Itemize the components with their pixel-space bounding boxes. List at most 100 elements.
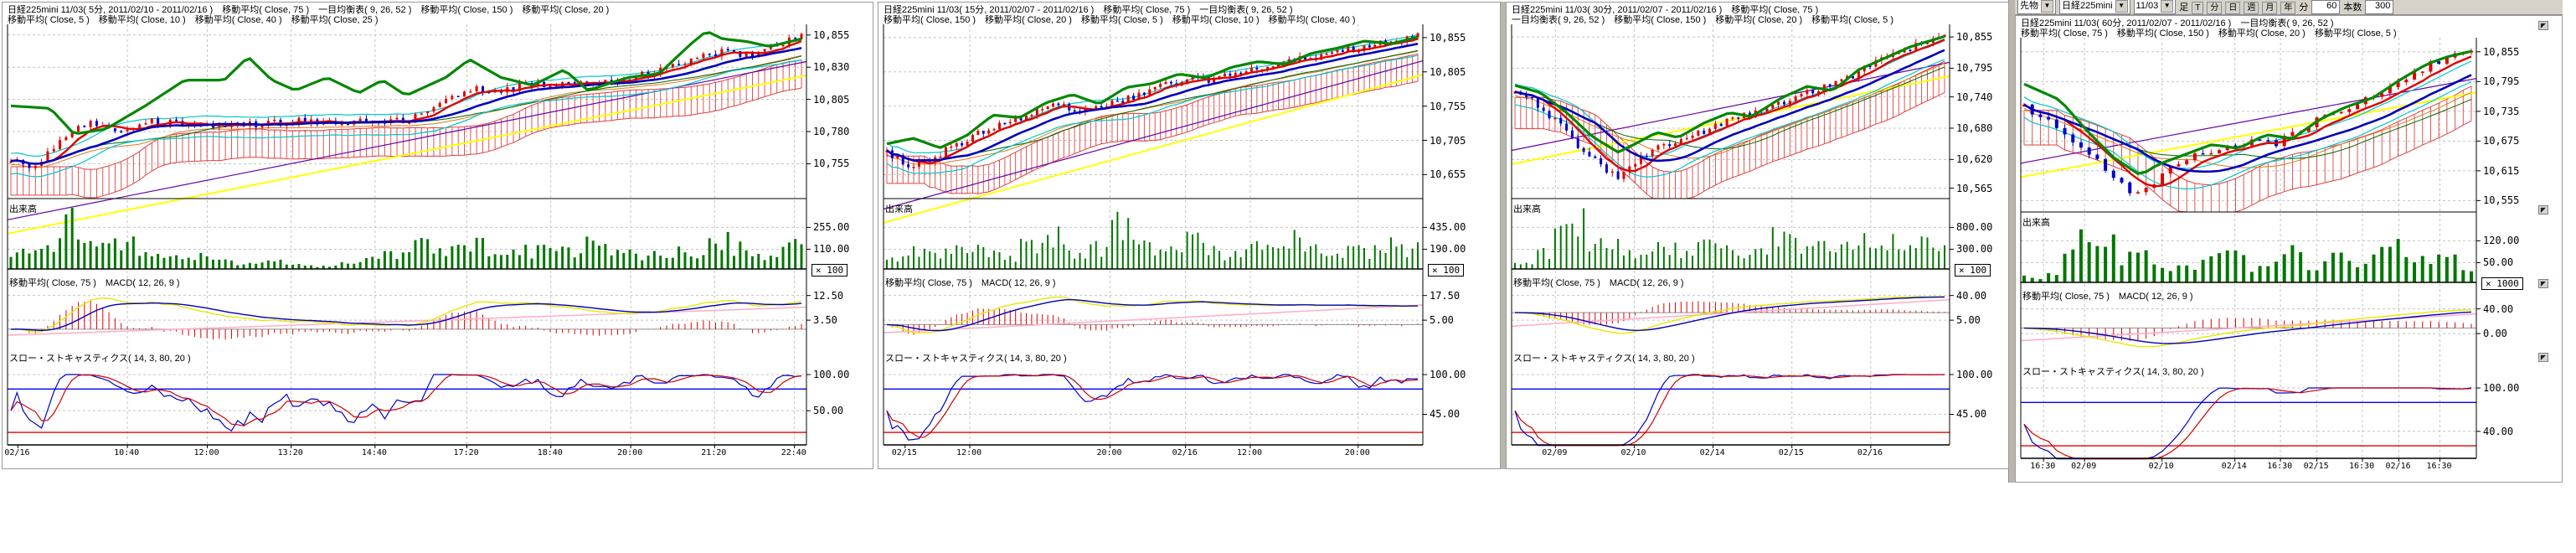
- volume-axis-label: 435.00: [1430, 221, 1466, 234]
- macd-axis-label: 0.00: [2483, 328, 2507, 340]
- bar-type-label: 足: [2179, 3, 2189, 13]
- chart-header-line2: 移動平均( Close, 75 ) 移動平均( Close, 150 ) 移動平…: [2021, 28, 2397, 39]
- bar-count-label: 本数: [2343, 3, 2362, 13]
- time-axis-label: 17:20: [453, 448, 479, 457]
- chevron-down-icon[interactable]: ▼: [2041, 0, 2053, 13]
- period-button-0[interactable]: T: [2192, 2, 2204, 14]
- volume-section-label: 出来高: [1513, 204, 1541, 214]
- period-button-1[interactable]: 分: [2207, 2, 2223, 14]
- macd-collapse-icon[interactable]: ◤: [2538, 279, 2548, 288]
- chart-header-line2: 移動平均( Close, 5 ) 移動平均( Close, 10 ) 移動平均(…: [8, 15, 379, 25]
- period-button-5[interactable]: 年: [2280, 2, 2296, 14]
- time-axis-label: 02/16: [4, 448, 30, 457]
- bar-count-input[interactable]: 300: [2365, 0, 2394, 14]
- chart-window-1: 日経225mini 11/03( 5分, 2011/02/10 - 2011/0…: [2, 2, 873, 469]
- time-axis-label: 14:40: [361, 448, 387, 457]
- symbol-dropdown[interactable]: 日経225mini ▼: [2059, 0, 2130, 14]
- time-axis-label: 10:40: [114, 448, 140, 457]
- time-axis-label: 16:30: [2349, 462, 2375, 471]
- macd-axis-label: 40.00: [2483, 302, 2514, 315]
- volume-multiplier-badge: × 1000: [2481, 277, 2523, 290]
- macd-axis-label: 40.00: [1956, 289, 1987, 302]
- price-axis-label: 10,675: [2483, 135, 2520, 147]
- price-collapse-icon[interactable]: ◤: [2538, 21, 2548, 30]
- time-axis-label: 02/10: [1620, 448, 1646, 457]
- chart-svg-1: [7, 24, 811, 448]
- time-axis-label: 02/16: [1172, 448, 1198, 457]
- price-axis-label: 10,830: [813, 61, 850, 74]
- time-axis-label: 12:00: [193, 448, 219, 457]
- chart-toolbar: 先物 ▼ 日経225mini ▼ 11/03 ▼ 足 T 分日週月年分 60 本数 300: [2015, 0, 2563, 15]
- price-axis-label: 10,780: [813, 126, 850, 138]
- price-axis-label: 10,755: [813, 158, 850, 170]
- time-axis-label: 16:30: [2426, 462, 2452, 471]
- contract-dropdown-value: 11/03: [2136, 1, 2159, 11]
- volume-multiplier-badge: × 100: [1428, 264, 1465, 276]
- volume-axis-label: 190.00: [1430, 243, 1466, 256]
- price-axis-label: 10,755: [1430, 100, 1466, 112]
- macd-section-label: 移動平均( Close, 75 ) MACD( 12, 26, 9 ): [1513, 278, 1684, 288]
- price-axis-label: 10,555: [2483, 194, 2520, 207]
- time-axis-label: 13:20: [277, 448, 303, 457]
- macd-axis-label: 17.50: [1430, 289, 1461, 302]
- chart-header-line2: 移動平均( Close, 150 ) 移動平均( Close, 20 ) 移動平…: [884, 15, 1356, 25]
- price-axis-label: 10,855: [1430, 31, 1466, 44]
- volume-axis-label: 110.00: [813, 243, 850, 256]
- price-axis-label: 10,855: [1956, 31, 1993, 44]
- time-axis-label: 12:00: [1236, 448, 1263, 457]
- chart-window-2: 日経225mini 11/03( 15分, 2011/02/07 - 2011/…: [878, 2, 1501, 469]
- time-axis-label: 16:30: [2267, 462, 2293, 471]
- stoch-section-label: スロー・ストキャスティクス( 14, 3, 80, 20 ): [2022, 367, 2204, 377]
- volume-axis-label: 50.00: [2483, 256, 2514, 269]
- chevron-down-icon[interactable]: ▼: [2115, 0, 2128, 13]
- chevron-down-icon[interactable]: ▼: [2161, 0, 2174, 13]
- time-axis-label: 02/15: [891, 448, 917, 457]
- time-axis-label: 21:20: [701, 448, 727, 457]
- chart-window-4: 日経225mini 11/03( 60分, 2011/02/07 - 2011/…: [2015, 15, 2563, 483]
- stoch-axis-label: 45.00: [1430, 408, 1461, 421]
- chart-svg-3: [1511, 24, 1954, 448]
- price-axis-label: 10,705: [1430, 134, 1466, 147]
- time-axis-label: 02/15: [1778, 448, 1804, 457]
- time-axis-label: 02/15: [2303, 462, 2329, 471]
- chart-svg-4: [2020, 38, 2481, 462]
- time-axis-label: 20:00: [1096, 448, 1122, 457]
- price-axis-label: 10,795: [1956, 62, 1993, 75]
- minutes-input[interactable]: 60: [2311, 0, 2341, 14]
- period-button-2[interactable]: 日: [2225, 2, 2241, 14]
- time-axis-label: 20:00: [1344, 448, 1370, 457]
- price-axis-label: 10,680: [1956, 121, 1993, 134]
- time-axis-label: 02/16: [1857, 448, 1883, 457]
- time-axis-label: 02/09: [1542, 448, 1568, 457]
- stoch-collapse-icon[interactable]: ◤: [2538, 353, 2548, 362]
- category-dropdown[interactable]: 先物 ▼: [2017, 0, 2056, 14]
- volume-multiplier-badge: × 100: [1955, 264, 1991, 276]
- contract-dropdown[interactable]: 11/03 ▼: [2133, 0, 2177, 14]
- price-axis-label: 10,615: [2483, 164, 2520, 177]
- time-axis-label: 02/14: [2221, 462, 2247, 471]
- time-axis-label: 02/14: [1699, 448, 1725, 457]
- time-axis-label: 12:00: [956, 448, 982, 457]
- period-button-3[interactable]: 週: [2244, 2, 2259, 14]
- volume-axis-label: 120.00: [2483, 235, 2520, 247]
- period-button-4[interactable]: 月: [2262, 2, 2278, 14]
- macd-axis-label: 12.50: [813, 289, 844, 302]
- time-axis-label: 16:30: [2030, 462, 2056, 471]
- stoch-axis-label: 100.00: [2483, 382, 2520, 395]
- time-axis-label: 02/09: [2071, 462, 2097, 471]
- chart-window-3: 日経225mini 11/03( 30分, 2011/02/07 - 2011/…: [1506, 2, 2009, 469]
- stoch-section-label: スロー・ストキャスティクス( 14, 3, 80, 20 ): [885, 354, 1067, 364]
- price-axis-label: 10,855: [2483, 45, 2520, 58]
- volume-collapse-icon[interactable]: ◤: [2538, 205, 2548, 214]
- chart-header-line1: 日経225mini 11/03( 5分, 2011/02/10 - 2011/0…: [8, 5, 610, 15]
- volume-axis-label: 300.00: [1956, 243, 1993, 256]
- stoch-axis-label: 50.00: [813, 405, 844, 417]
- price-axis-label: 10,795: [2483, 75, 2520, 88]
- chart-header-line1: 日経225mini 11/03( 15分, 2011/02/07 - 2011/…: [884, 5, 1293, 15]
- price-axis-label: 10,620: [1956, 153, 1993, 166]
- volume-axis-label: 800.00: [1956, 221, 1993, 234]
- time-axis-label: 18:40: [537, 448, 563, 457]
- time-axis-label: 02/16: [2385, 462, 2411, 471]
- volume-section-label: 出来高: [9, 204, 37, 214]
